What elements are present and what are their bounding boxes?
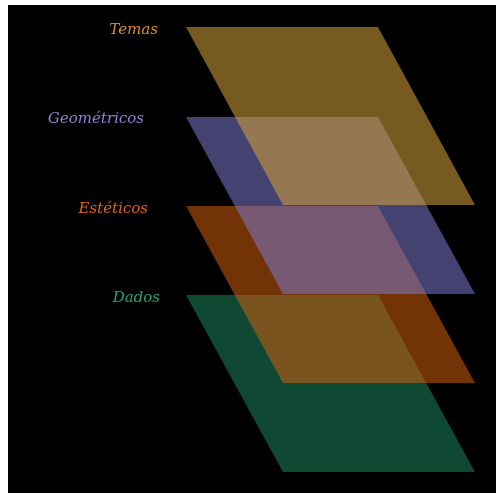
layer-dados-label: Dados bbox=[112, 288, 161, 306]
layer-temas-label: Temas bbox=[109, 20, 158, 38]
layer-geometricos-label: Geométricos bbox=[48, 109, 144, 127]
layer-esteticos-label: Estéticos bbox=[77, 199, 148, 217]
